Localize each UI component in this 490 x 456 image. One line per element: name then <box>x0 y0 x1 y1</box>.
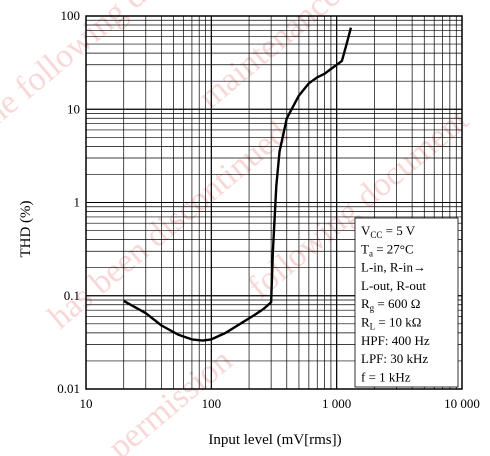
y-axis-label: THD (%) <box>18 200 34 257</box>
condition-line: VCC = 5 V <box>361 223 416 240</box>
series-line <box>123 27 353 342</box>
condition-line: L-in, R-in→ <box>361 260 426 275</box>
condition-line: Rg = 600 Ω <box>361 296 420 313</box>
y-tick-label: 0.1 <box>64 288 80 303</box>
watermark-text: has been discontinued <box>41 115 295 336</box>
x-tick-label: 10 000 <box>444 396 480 411</box>
plot-frame <box>85 15 463 390</box>
condition-line: f = 1 kHz <box>361 369 411 384</box>
conditions-box: VCC = 5 VTa = 27°C L-in, R-in→ L-out, R-ou… <box>354 217 459 388</box>
x-tick-label: 10 <box>80 396 93 411</box>
condition-line: L-out, R-out <box>361 278 426 293</box>
y-tick-label: 10 <box>67 101 80 116</box>
conditions-box-frame <box>354 217 459 388</box>
thd-curve <box>123 27 353 342</box>
watermark-text: The following document <box>0 0 243 146</box>
tick-labels: 10 100 1 000 10 000 100 10 1 0.1 0.01 <box>57 8 480 411</box>
condition-line: HPF: 400 Hz <box>361 333 430 348</box>
y-tick-label: 1 <box>74 195 81 210</box>
y-tick-label: 100 <box>61 8 81 23</box>
condition-line: Ta = 27°C <box>361 241 414 258</box>
condition-line: RL = 10 kΩ <box>361 315 421 332</box>
x-tick-label: 1 000 <box>322 396 351 411</box>
x-axis-label: Input level (mV[rms]) <box>208 432 341 448</box>
x-tick-label: 100 <box>202 396 222 411</box>
y-tick-label: 0.01 <box>57 381 80 396</box>
condition-line: LPF: 30 kHz <box>361 351 428 366</box>
